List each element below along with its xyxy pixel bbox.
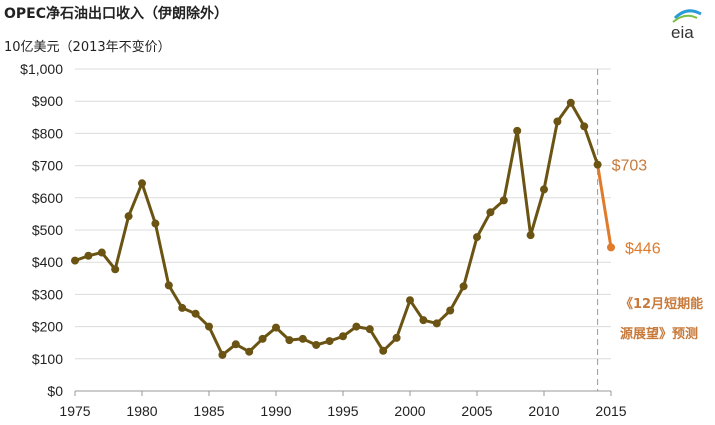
value-annotations: $703 $446 (612, 158, 661, 258)
history-point (84, 251, 93, 260)
value-annotation: $446 (625, 240, 661, 257)
history-point (540, 185, 548, 194)
history-point (124, 212, 133, 221)
y-tick-label: $900 (32, 93, 63, 109)
history-point (245, 347, 254, 356)
history-point (593, 160, 602, 169)
x-tick-label: 1995 (327, 403, 358, 419)
y-tick-label: $500 (32, 222, 63, 238)
eia-logo-icon: eia (671, 9, 702, 42)
x-tick-label: 1980 (126, 403, 157, 419)
history-point (339, 332, 347, 341)
series-markers (71, 98, 615, 359)
history-point (513, 126, 522, 135)
y-tick-label: $600 (32, 190, 63, 206)
x-tick-label: 2000 (394, 403, 425, 419)
history-point (486, 208, 495, 217)
x-tick-label: 2015 (595, 403, 626, 419)
history-point (473, 233, 481, 242)
value-annotation: $703 (612, 158, 648, 175)
history-point (258, 334, 267, 343)
x-tick-label: 2005 (461, 403, 492, 419)
history-point (272, 323, 280, 332)
history-point (365, 325, 374, 334)
history-point (312, 340, 321, 349)
history-point (218, 350, 227, 359)
history-point (191, 309, 200, 318)
history-point (446, 306, 455, 315)
y-tick-label: $400 (32, 254, 63, 270)
history-series-line (74, 101, 600, 357)
y-tick-label: $200 (32, 319, 63, 335)
y-tick-label: $800 (32, 125, 63, 141)
x-tick-label: 1975 (59, 403, 90, 419)
chart-title: OPEC净石油出口收入（伊朗除外） (4, 6, 228, 22)
history-point (111, 265, 120, 274)
forecast-point (607, 243, 615, 252)
forecast-note-line1: 《12月短期能 (620, 297, 704, 312)
history-point (138, 179, 146, 188)
chart-subtitle: 10亿美元（2013年不变价） (4, 40, 171, 55)
history-point (580, 122, 589, 131)
history-point (406, 296, 414, 305)
history-point (164, 281, 173, 290)
history-point (459, 282, 468, 291)
history-point (392, 333, 401, 342)
y-tick-label: $700 (32, 158, 63, 174)
history-point (71, 256, 79, 265)
forecast-note: 《12月短期能 源展望》预测 (620, 290, 715, 350)
y-tick-label: $0 (47, 383, 63, 399)
history-point (566, 98, 575, 107)
eia-logo-text: eia (671, 23, 694, 42)
y-tick-label: $1,000 (20, 61, 63, 77)
history-point (379, 346, 388, 355)
x-tick-label: 1990 (260, 403, 291, 419)
history-point (325, 337, 334, 346)
history-point (298, 334, 307, 343)
history-point (553, 117, 562, 126)
history-point (499, 196, 508, 205)
y-tick-label: $100 (32, 351, 63, 367)
axis-labels: $0 $100 $200 $300 $400 $500 $600 $700 $800 $900 $1… (20, 61, 627, 419)
history-point (231, 340, 240, 349)
history-point (151, 219, 160, 228)
series-lines (74, 101, 613, 357)
history-point (205, 322, 213, 331)
forecast-series-line (596, 164, 613, 248)
history-point (285, 336, 294, 345)
y-tick-label: $300 (32, 286, 63, 302)
history-point (419, 316, 428, 325)
history-point (352, 322, 361, 331)
history-point (432, 319, 441, 328)
forecast-note-line2: 源展望》预测 (620, 327, 699, 342)
x-tick-label: 2010 (528, 403, 559, 419)
history-point (526, 231, 535, 240)
x-tick-label: 1985 (193, 403, 224, 419)
history-point (178, 303, 187, 312)
history-point (97, 248, 106, 257)
